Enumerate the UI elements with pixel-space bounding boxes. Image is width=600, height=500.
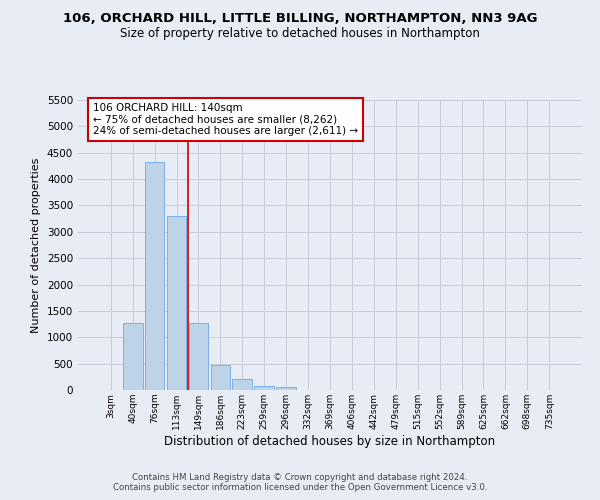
Bar [211,364,230,390]
Text: 106 ORCHARD HILL: 140sqm
← 75% of detached houses are smaller (8,262)
24% of sem: 106 ORCHARD HILL: 140sqm ← 75% of detach… [93,103,358,136]
Text: 106, ORCHARD HILL, LITTLE BILLING, NORTHAMPTON, NN3 9AG: 106, ORCHARD HILL, LITTLE BILLING, NORTH… [63,12,537,26]
Text: Contains HM Land Registry data © Crown copyright and database right 2024.
Contai: Contains HM Land Registry data © Crown c… [113,473,487,492]
Bar [276,387,296,390]
Bar [167,216,187,390]
Y-axis label: Number of detached properties: Number of detached properties [31,158,41,332]
Bar [254,386,274,390]
Bar [123,323,143,390]
Bar [145,162,164,390]
Bar [232,379,252,390]
Bar [188,322,208,390]
Text: Size of property relative to detached houses in Northampton: Size of property relative to detached ho… [120,28,480,40]
X-axis label: Distribution of detached houses by size in Northampton: Distribution of detached houses by size … [164,434,496,448]
